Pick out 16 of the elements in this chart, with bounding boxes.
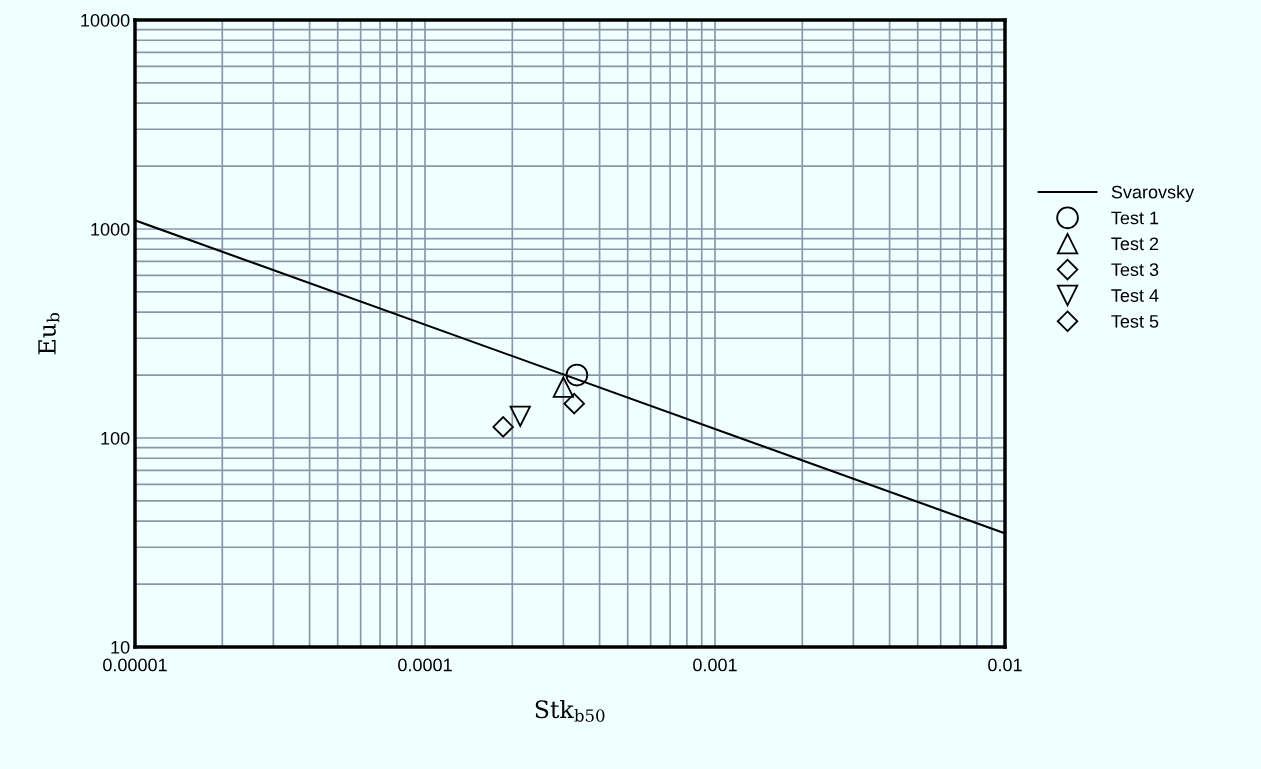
y-tick-label: 10 bbox=[111, 640, 130, 654]
legend-label: Test 5 bbox=[1111, 315, 1159, 328]
y-tick-label: 10000 bbox=[81, 13, 130, 27]
legend-label: Test 3 bbox=[1111, 263, 1159, 277]
x-tick-label: 0.00001 bbox=[103, 658, 167, 672]
y-tick-label: 1000 bbox=[91, 222, 130, 236]
y-axis-title: Eu$_{b}$ bbox=[38, 313, 60, 355]
x-axis-title: Stk$_{b50}$ bbox=[535, 699, 605, 722]
legend-label: Svarovsky bbox=[1111, 185, 1195, 203]
x-tick-label: 0.01 bbox=[988, 658, 1022, 672]
x-tick-label: 0.0001 bbox=[398, 658, 452, 672]
legend-label: Test 2 bbox=[1111, 237, 1159, 251]
y-tick-label: 100 bbox=[101, 431, 130, 445]
legend-label: Test 4 bbox=[1111, 289, 1159, 302]
x-tick-label: 0.001 bbox=[693, 658, 737, 672]
legend-label: Test 1 bbox=[1111, 211, 1159, 225]
